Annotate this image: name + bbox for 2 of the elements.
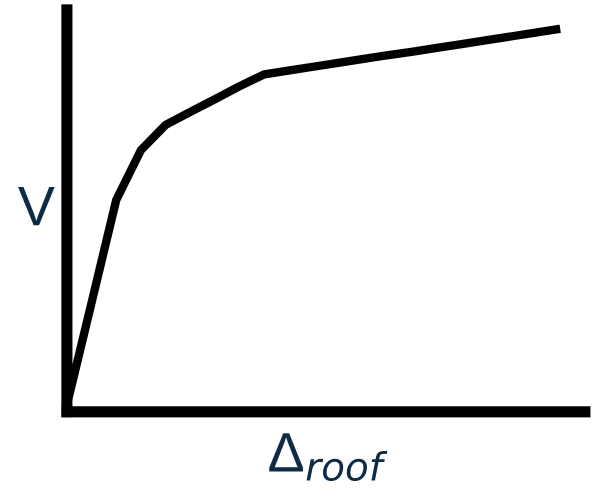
x-axis-title: Δ$_{roof}$ [269,433,388,482]
y-axis-title: V [18,187,55,226]
